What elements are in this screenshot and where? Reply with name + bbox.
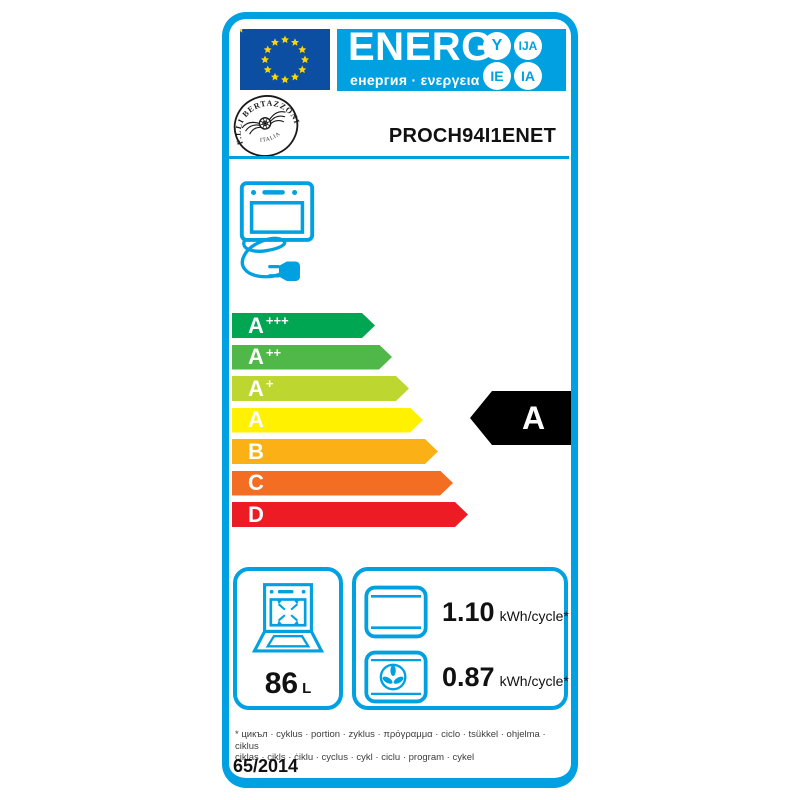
capacity-readout: 86 L xyxy=(237,667,339,701)
footnote-line-1: * цикъл · cyklus · portion · zyklus · πρ… xyxy=(235,729,546,752)
plug-icon xyxy=(250,189,300,281)
header-divider xyxy=(229,156,569,159)
bar-grade-letter: A xyxy=(248,407,264,432)
energ-subtitle: енергия · ενεργεια xyxy=(350,72,480,88)
capacity-value: 86 xyxy=(264,667,299,700)
conventional-unit: kWh/cycle* xyxy=(499,607,569,624)
footnote: * цикъл · cyklus · portion · zyklus · πρ… xyxy=(235,729,571,764)
oven-volume-icon xyxy=(251,583,325,653)
selected-rating-arrow: A xyxy=(470,391,571,445)
rating-bar-b: B xyxy=(232,439,438,464)
rating-bar-a+: A + xyxy=(232,376,409,401)
model-number: PROCH94I1ENET xyxy=(388,125,556,147)
bar-grade-plus: + xyxy=(265,376,274,391)
bar-grade-letter: B xyxy=(248,438,264,464)
svg-text:ITALIA: ITALIA xyxy=(258,130,282,145)
brand-country: ITALIA xyxy=(258,130,282,145)
energy-label: ENERG енергия · ενεργεια Y IJA IE IA xyxy=(222,12,578,788)
rating-bar-a++: A ++ xyxy=(232,345,392,370)
bar-grade-letter: A xyxy=(248,312,264,338)
conventional-readout: 1.10 kWh/cycle* xyxy=(442,597,569,628)
rating-bar-d: D xyxy=(232,502,468,527)
conventional-oven-icon xyxy=(364,585,428,639)
fan-unit: kWh/cycle* xyxy=(499,672,569,689)
rating-bar-c: C xyxy=(232,471,453,496)
winged-wheel-emblem xyxy=(241,111,286,135)
rating-bar-a+++: A +++ xyxy=(232,313,375,338)
bar-grade-letter: D xyxy=(248,501,264,527)
energ-header: ENERG енергия · ενεργεια Y IJA IE IA xyxy=(337,25,566,91)
consumption-box: 1.10 kWh/cycle* xyxy=(352,567,569,710)
regulation-number: 65/2014 xyxy=(233,756,299,776)
conventional-value: 1.10 xyxy=(442,596,495,627)
fan-readout: 0.87 kWh/cycle* xyxy=(442,662,569,693)
energ-suffix-badge-y: Y xyxy=(483,32,511,60)
energ-suffix-badge-ija: IJA xyxy=(514,32,542,60)
capacity-box: 86 L xyxy=(233,567,343,710)
bertazzoni-logo: F.LLI BERTAZZONI ITALIA xyxy=(230,91,302,157)
footnote-line-2: ciklas · cikls · ċiklu · cyclus · cykl ·… xyxy=(235,752,475,763)
fan-value: 0.87 xyxy=(442,661,495,692)
selected-rating-letter: A xyxy=(521,400,546,436)
fan-oven-icon xyxy=(364,650,428,704)
bar-grade-letter: A xyxy=(248,375,264,401)
energ-suffix-badge-ie: IE xyxy=(483,62,511,90)
bar-grade-letter: C xyxy=(248,470,264,495)
energ-suffix-badge-ia: IA xyxy=(514,62,542,90)
bar-grade-letter: A xyxy=(248,344,264,369)
eu-flag-stars xyxy=(240,29,309,84)
oven-plug-icon xyxy=(239,181,315,281)
fan-consumption-row: 0.87 kWh/cycle* xyxy=(364,646,569,708)
rating-scale: A +++ A ++ A + A B C D xyxy=(232,313,468,534)
bar-grade-plus: +++ xyxy=(265,313,289,328)
energ-wordmark: ENERG xyxy=(348,25,493,69)
fan-blades xyxy=(382,665,404,684)
bar-grade-plus: ++ xyxy=(265,344,282,360)
conventional-consumption-row: 1.10 kWh/cycle* xyxy=(364,581,569,643)
capacity-unit: L xyxy=(302,680,312,697)
eu-flag xyxy=(240,29,330,90)
rating-bar-a: A xyxy=(232,408,423,433)
